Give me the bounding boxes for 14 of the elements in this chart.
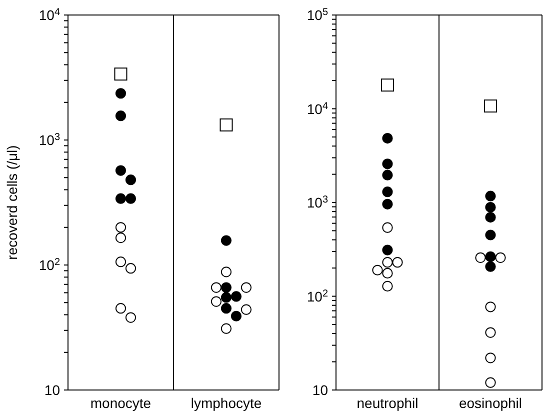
x-tick-label: neutrophil [356,394,418,411]
y-tick-label: 10$^{4}$ [306,100,328,117]
y-tick-label: 10$^{3}$ [38,132,60,148]
y-tick-label: 10 [312,382,328,398]
y-tick-label: 10$^{2}$ [306,288,328,304]
x-tick-label: monocyte [90,394,152,411]
y-axis-title: recoverd cells (/μl) [4,145,20,260]
y-tick-label: 10$^{3}$ [306,194,328,210]
y-tick-label: 10$^{4}$ [38,6,60,23]
y-tick-label: 10 [44,382,60,398]
x-tick-label: lymphocyte [190,394,262,411]
y-tick-label: 10$^{5}$ [306,6,328,23]
y-tick-label: 10$^{2}$ [38,256,60,273]
x-tick-label: eosinophil [458,394,522,411]
